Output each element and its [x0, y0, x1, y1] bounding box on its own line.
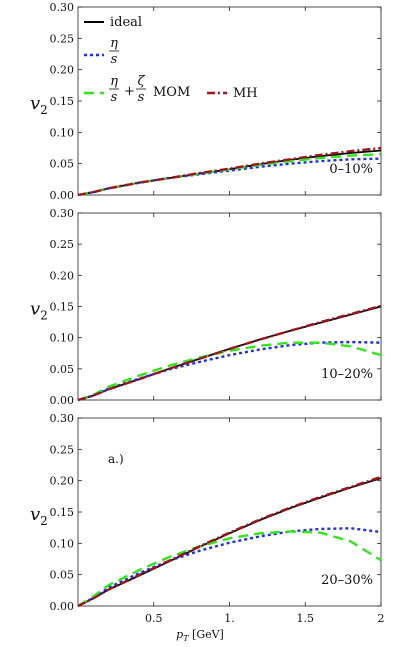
panel-3: 0.00 0.05 0.10 0.15 0.20 0.25 0.30 v2 20–30% a.) [30, 412, 382, 613]
x-axis-label: pT [GeV] [176, 628, 224, 643]
panel-1: 0.00 0.05 0.10 0.15 0.20 0.25 0.30 v2 0–10% [30, 1, 382, 202]
y-tick-label: 0.15 [50, 95, 75, 108]
legend-label-eta-s-denominator: s [111, 52, 118, 67]
legend-label-plus: + [124, 84, 135, 99]
series-line-eta_s [77, 157, 382, 197]
y-tick-label: 0.25 [50, 238, 75, 251]
panel-2: 0.00 0.05 0.10 0.15 0.20 0.25 0.30 v2 10–20% [30, 207, 382, 407]
series-line-mh [77, 146, 382, 197]
legend-label-mom-zeta-numerator: ζ [137, 74, 145, 89]
y-tick-label: 0.00 [50, 600, 75, 613]
legend-label-mom-eta: ηs [109, 74, 119, 105]
x-tick-label: 1. [224, 612, 235, 625]
y-tick-label: 0.30 [50, 1, 75, 14]
x-tick-label: 0.5 [145, 612, 163, 625]
series-line-mh [77, 304, 382, 402]
centrality-label: 20–30% [321, 573, 373, 588]
series-line-mom [77, 530, 382, 608]
y-axis-label: v2 [30, 93, 48, 117]
series-line-mh [77, 475, 382, 608]
panel-annotation: a.) [108, 452, 124, 466]
y-tick-label: 0.05 [50, 158, 75, 171]
y-tick-label: 0.05 [50, 363, 75, 376]
legend-label-ideal: ideal [110, 15, 142, 30]
centrality-label: 10–20% [321, 367, 373, 382]
legend-label-mom-zeta-denominator: s [138, 90, 145, 105]
legend-label-eta-s: ηs [109, 36, 119, 67]
legend-label-mh: MH [233, 86, 258, 101]
y-tick-label: 0.10 [50, 126, 75, 139]
y-axis-label: v2 [30, 299, 48, 323]
x-tick-label: 1.5 [297, 612, 315, 625]
series-line-ideal [77, 305, 382, 401]
y-tick-label: 0.15 [50, 301, 75, 314]
series-line-eta_s [77, 527, 382, 608]
x-tick-label: 2 [378, 612, 385, 625]
y-tick-label: 0.20 [50, 475, 75, 488]
y-tick-label: 0.20 [50, 269, 75, 282]
y-tick-label: 0.10 [50, 332, 75, 345]
y-axis-label: v2 [30, 504, 48, 528]
y-tick-label: 0.10 [50, 537, 75, 550]
y-tick-label: 0.00 [50, 394, 75, 407]
y-tick-label: 0.00 [50, 189, 75, 202]
legend-label-mom: MOM [153, 85, 190, 100]
y-tick-label: 0.25 [50, 32, 75, 45]
legend-label-eta-s-numerator: η [110, 36, 118, 51]
legend-label-mom-zeta: ζs [136, 74, 146, 105]
centrality-label: 0–10% [329, 162, 373, 177]
legend-label-mom-eta-numerator: η [110, 74, 118, 89]
y-tick-label: 0.05 [50, 569, 75, 582]
y-tick-label: 0.30 [50, 207, 75, 220]
y-tick-label: 0.20 [50, 64, 75, 77]
y-tick-label: 0.15 [50, 506, 75, 519]
y-tick-label: 0.30 [50, 412, 75, 425]
series-line-mom [77, 341, 382, 402]
legend-label-mom-eta-denominator: s [111, 90, 118, 105]
y-tick-label: 0.25 [50, 443, 75, 456]
